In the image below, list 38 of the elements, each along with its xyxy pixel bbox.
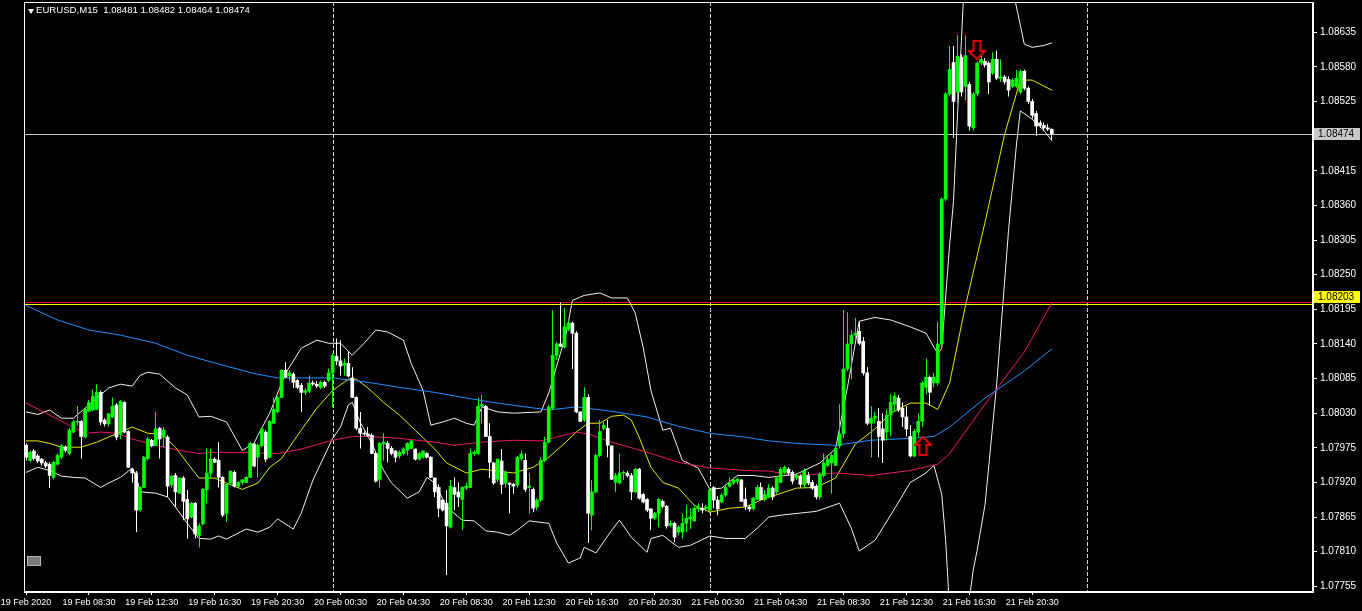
x-tick-label: 21 Feb 00:30 [691,596,745,607]
ref-line-label: 1.08203 [1318,291,1355,303]
y-tick-label: 1.08030 [1320,406,1357,418]
y-tick-label: 1.07865 [1320,510,1357,522]
y-tick-label: 1.08360 [1320,199,1357,211]
x-tick-label: 19 Feb 12:30 [125,596,179,607]
ref-line-label: 1.08474 [1318,128,1355,140]
candlestick [998,59,1003,82]
x-tick-label: 20 Feb 12:30 [502,596,556,607]
x-tick-label: 19 Feb 16:30 [188,596,242,607]
x-tick-label: 21 Feb 16:30 [942,596,996,607]
y-tick-label: 1.08580 [1320,60,1357,72]
y-tick-label: 1.07755 [1320,580,1357,592]
y-tick-label: 1.08140 [1320,337,1357,349]
chart-title: EURUSD,M15 1.08481 1.08482 1.08464 1.08474 [36,4,250,15]
x-tick-label: 20 Feb 04:30 [376,596,430,607]
y-tick-label: 1.08085 [1320,372,1357,384]
y-tick-label: 1.08305 [1320,233,1357,245]
x-tick-label: 20 Feb 08:30 [439,596,493,607]
y-tick-label: 1.08525 [1320,95,1357,107]
y-tick-label: 1.08635 [1320,25,1357,37]
y-tick-label: 1.08195 [1320,303,1357,315]
x-tick-label: 19 Feb 08:30 [62,596,116,607]
x-tick-label: 20 Feb 16:30 [565,596,619,607]
x-tick-label: 19 Feb 20:30 [251,596,305,607]
x-tick-label: 20 Feb 20:30 [628,596,682,607]
x-tick-label: 21 Feb 20:30 [1005,596,1059,607]
x-tick-label: 21 Feb 12:30 [879,596,933,607]
x-tick-label: 21 Feb 04:30 [754,596,808,607]
y-tick-label: 1.08415 [1320,164,1357,176]
x-tick-label: 20 Feb 00:30 [313,596,368,607]
y-tick-label: 1.07920 [1320,476,1357,488]
y-tick-label: 1.08250 [1320,268,1357,280]
candlestick [527,472,531,514]
x-tick-label: 21 Feb 08:30 [816,596,871,607]
y-tick-label: 1.07810 [1320,545,1357,557]
y-tick-label: 1.07975 [1320,441,1357,453]
x-tick-label: 19 Feb 2020 [0,596,52,607]
